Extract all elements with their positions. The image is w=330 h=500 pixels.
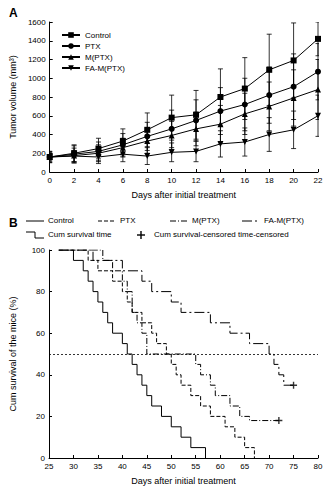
svg-text:35: 35	[93, 462, 102, 471]
svg-text:Days after initial treatment: Days after initial treatment	[131, 476, 236, 486]
svg-text:Cum survival time: Cum survival time	[48, 230, 112, 239]
svg-text:16: 16	[240, 176, 249, 185]
svg-text:1600: 1600	[28, 18, 46, 27]
svg-text:20: 20	[36, 412, 45, 421]
svg-text:B: B	[9, 216, 18, 230]
svg-text:50: 50	[167, 462, 176, 471]
svg-text:FA-M(PTX): FA-M(PTX)	[264, 216, 304, 225]
svg-text:25: 25	[45, 462, 54, 471]
svg-text:A: A	[9, 6, 18, 20]
svg-text:Control: Control	[85, 31, 111, 40]
svg-text:M(PTX): M(PTX)	[85, 53, 113, 62]
svg-text:Cum survival-censored time-cen: Cum survival-censored time-censored	[154, 230, 289, 239]
svg-text:8: 8	[145, 176, 150, 185]
svg-text:6: 6	[121, 176, 126, 185]
svg-text:10: 10	[167, 176, 176, 185]
svg-text:800: 800	[32, 93, 46, 102]
svg-text:18: 18	[265, 176, 274, 185]
svg-text:14: 14	[216, 176, 225, 185]
svg-text:12: 12	[192, 176, 201, 185]
svg-text:Cum survival of the mice (%): Cum survival of the mice (%)	[8, 296, 18, 411]
svg-text:200: 200	[32, 149, 46, 158]
svg-text:Control: Control	[48, 216, 74, 225]
svg-text:2: 2	[72, 176, 77, 185]
svg-text:75: 75	[289, 462, 298, 471]
svg-text:55: 55	[191, 462, 200, 471]
svg-text:60: 60	[36, 329, 45, 338]
svg-text:0: 0	[40, 453, 45, 463]
svg-text:PTX: PTX	[85, 42, 101, 51]
svg-text:60: 60	[216, 462, 225, 471]
svg-text:100: 100	[32, 246, 46, 255]
svg-text:4: 4	[96, 176, 101, 185]
svg-text:22: 22	[314, 176, 323, 185]
svg-text:1200: 1200	[28, 55, 46, 64]
svg-text:40: 40	[36, 370, 45, 379]
svg-text:45: 45	[142, 462, 151, 471]
svg-text:0: 0	[41, 168, 46, 177]
svg-text:80: 80	[314, 462, 323, 471]
svg-text:M(PTX): M(PTX)	[192, 216, 220, 225]
svg-text:400: 400	[32, 130, 46, 139]
svg-text:1000: 1000	[28, 74, 46, 83]
svg-text:PTX: PTX	[120, 216, 136, 225]
svg-text:70: 70	[265, 462, 274, 471]
svg-text:1400: 1400	[28, 36, 46, 45]
svg-text:Tumor volume (mm³): Tumor volume (mm³)	[8, 55, 18, 139]
svg-text:80: 80	[36, 287, 45, 296]
svg-text:0: 0	[47, 176, 52, 185]
svg-text:FA-M(PTX): FA-M(PTX)	[85, 64, 125, 73]
svg-text:40: 40	[118, 462, 127, 471]
svg-text:Days after initial treatment: Days after initial treatment	[132, 190, 237, 200]
svg-text:30: 30	[69, 462, 78, 471]
svg-text:65: 65	[240, 462, 249, 471]
svg-text:600: 600	[32, 111, 46, 120]
svg-text:20: 20	[289, 176, 298, 185]
